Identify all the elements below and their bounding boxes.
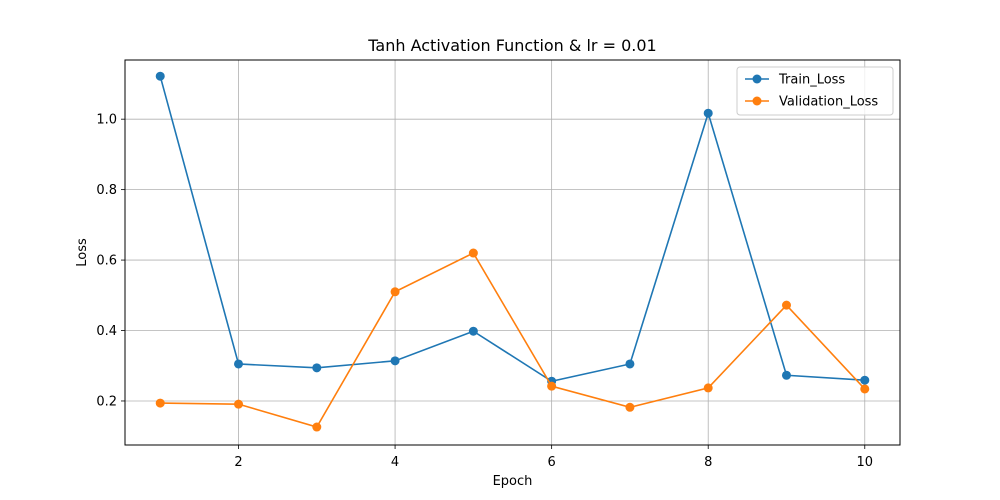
y-tick-label: 0.4 bbox=[96, 324, 117, 339]
x-tick-label: 8 bbox=[704, 455, 712, 470]
x-tick-label: 6 bbox=[548, 455, 556, 470]
data-point bbox=[155, 398, 165, 408]
data-point bbox=[703, 108, 713, 118]
data-point bbox=[860, 384, 870, 394]
data-point bbox=[312, 422, 322, 432]
legend-item: Train_Loss bbox=[745, 73, 845, 88]
chart-title: Tanh Activation Function & lr = 0.01 bbox=[367, 36, 656, 55]
legend-label: Train_Loss bbox=[778, 73, 845, 88]
plot-area-frame bbox=[124, 59, 901, 446]
legend-item: Validation_Loss bbox=[745, 95, 878, 110]
data-point bbox=[468, 248, 478, 258]
x-axis-label: Epoch bbox=[493, 474, 533, 489]
x-tick-label: 4 bbox=[391, 455, 399, 470]
y-tick-label: 0.6 bbox=[96, 254, 117, 269]
legend-marker bbox=[752, 96, 762, 106]
data-point bbox=[781, 300, 791, 310]
series-line bbox=[160, 251, 866, 428]
data-point bbox=[390, 356, 400, 366]
y-axis-label: Loss bbox=[75, 238, 90, 267]
series-group bbox=[155, 71, 870, 432]
series-line bbox=[159, 75, 865, 383]
data-point bbox=[547, 381, 557, 391]
legend-box bbox=[736, 66, 894, 116]
data-point bbox=[625, 359, 635, 369]
data-point bbox=[234, 399, 244, 409]
x-tick-label: 2 bbox=[234, 455, 242, 470]
y-tick-label: 0.2 bbox=[96, 394, 117, 409]
axes bbox=[124, 59, 901, 446]
x-axis-ticks: 2 4 6 8 10 bbox=[234, 445, 873, 470]
legend-marker bbox=[752, 74, 762, 84]
data-point bbox=[860, 375, 870, 385]
x-tick-label: 10 bbox=[856, 455, 873, 470]
data-point bbox=[234, 359, 244, 369]
series-validation-loss bbox=[155, 248, 870, 432]
data-point bbox=[468, 326, 478, 336]
y-axis-ticks: 0.2 0.4 0.6 0.8 1.0 bbox=[96, 113, 125, 409]
legend-label: Validation_Loss bbox=[779, 95, 878, 110]
data-point bbox=[781, 370, 791, 380]
data-point bbox=[625, 402, 635, 412]
grid bbox=[125, 60, 900, 445]
data-point bbox=[312, 363, 322, 373]
y-tick-label: 1.0 bbox=[96, 113, 117, 128]
data-point bbox=[155, 71, 165, 81]
y-tick-label: 0.8 bbox=[96, 183, 117, 198]
data-point bbox=[703, 383, 713, 393]
legend: Train_Loss Validation_Loss bbox=[736, 66, 894, 116]
data-point bbox=[390, 287, 400, 297]
